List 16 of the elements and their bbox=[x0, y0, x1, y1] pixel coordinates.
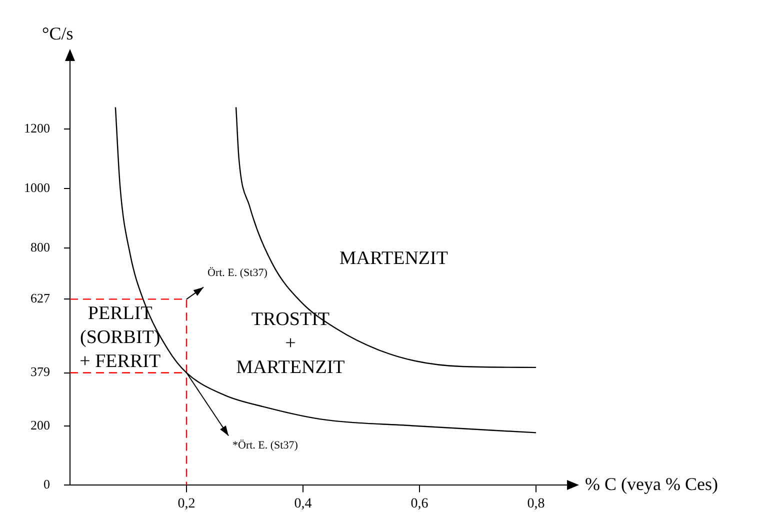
y-tick-label: 0 bbox=[44, 476, 50, 492]
annotation: MARTENZIT bbox=[339, 248, 448, 269]
x-tick-label: 0,8 bbox=[527, 496, 545, 512]
y-tick-label: 627 bbox=[30, 290, 50, 306]
y-tick-label: 1000 bbox=[24, 180, 50, 195]
y-tick-label: 200 bbox=[30, 417, 50, 432]
x-tick-label: 0,6 bbox=[410, 496, 428, 512]
y-tick-label: 379 bbox=[30, 364, 50, 380]
x-axis-title: % C (veya % Ces) bbox=[585, 474, 718, 494]
x-tick-label: 0,2 bbox=[178, 496, 196, 512]
y-tick-label: 1200 bbox=[24, 120, 50, 136]
annotation: Ört. E. (St37) bbox=[208, 267, 268, 280]
y-tick-label: 800 bbox=[30, 239, 50, 254]
annotation: *Ört. E. (St37) bbox=[232, 440, 298, 452]
x-tick-label: 0,4 bbox=[294, 496, 312, 512]
y-axis-title: °C/s bbox=[42, 24, 74, 44]
